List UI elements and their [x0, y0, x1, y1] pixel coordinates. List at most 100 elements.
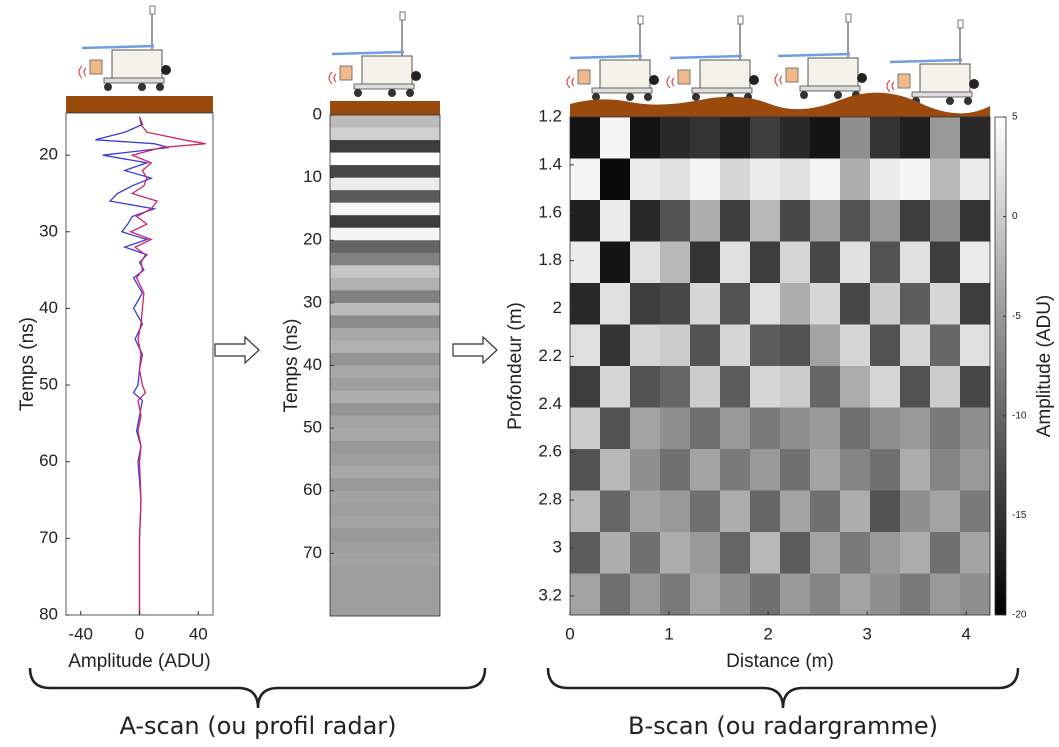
heatmap-cell: [750, 200, 781, 242]
x-tick-label: -40: [68, 624, 93, 643]
heatmap-cell: [780, 532, 811, 574]
heatmap-cell: [600, 407, 631, 450]
trace-stripe: [330, 140, 440, 153]
heatmap-cell: [900, 366, 931, 408]
heatmap-cell: [660, 158, 691, 201]
heatmap-cell: [720, 532, 751, 574]
heatmap-cell: [900, 532, 931, 574]
heatmap-cell: [870, 324, 901, 367]
heatmap-cell: [630, 490, 661, 533]
heatmap-cell: [570, 241, 601, 284]
heatmap-cell: [810, 117, 841, 159]
heatmap-cell: [660, 407, 691, 450]
heatmap-cell: [960, 407, 991, 450]
heatmap-cell: [960, 324, 991, 367]
colorbar-tick-label: -20: [1012, 610, 1027, 621]
y-tick-label: 2.4: [538, 394, 562, 413]
colorbar-tick-label: -15: [1012, 510, 1027, 521]
caption: B-scan (ou radargramme): [628, 712, 938, 740]
heatmap-cell: [960, 449, 991, 491]
heatmap-cell: [900, 490, 931, 533]
heatmap-cell: [660, 283, 691, 325]
heatmap-cell: [690, 158, 721, 201]
heatmap-cell: [750, 407, 781, 450]
heatmap-cell: [600, 324, 631, 367]
heatmap-cell: [930, 158, 961, 201]
heatmap-cell: [810, 158, 841, 201]
trace-stripe: [330, 415, 440, 429]
heatmap-cell: [840, 490, 871, 533]
heatmap-cell: [960, 573, 991, 616]
heatmap-cell: [780, 324, 811, 367]
heatmap-cell: [810, 324, 841, 367]
heatmap-cell: [930, 573, 961, 616]
y-tick-label: 1.6: [538, 202, 562, 221]
y-tick-label: 60: [303, 480, 322, 499]
colorbar-tick-label: -5: [1012, 311, 1021, 322]
heatmap-cell: [810, 532, 841, 574]
heatmap-cell: [870, 200, 901, 242]
x-tick-label: 0: [565, 624, 574, 643]
heatmap-cell: [600, 573, 631, 616]
heatmap-cell: [660, 490, 691, 533]
heatmap-cell: [750, 449, 781, 491]
x-tick-label: 2: [763, 624, 772, 643]
heatmap-cell: [600, 200, 631, 242]
heatmap-cell: [690, 241, 721, 284]
y-tick-label: 3: [553, 537, 562, 556]
y-tick-label: 40: [39, 298, 58, 317]
heatmap-cell: [780, 117, 811, 159]
trace-stripe: [330, 290, 440, 304]
trace-stripe: [330, 215, 440, 229]
heatmap-cell: [630, 449, 661, 491]
heatmap-cell: [600, 241, 631, 284]
heatmap-cell: [750, 490, 781, 533]
heatmap-cell: [660, 200, 691, 242]
trace-stripe: [330, 315, 440, 329]
colorbar-label: Amplitude (ADU): [1034, 295, 1055, 438]
trace-stripe: [330, 565, 440, 579]
trace-stripe: [330, 590, 440, 604]
trace-stripe: [330, 327, 440, 341]
heatmap-cell: [630, 117, 661, 159]
heatmap-cell: [660, 366, 691, 408]
trace-stripe: [330, 428, 440, 441]
heatmap-cell: [720, 366, 751, 408]
trace-stripe: [330, 553, 440, 567]
trace-stripe: [330, 265, 440, 279]
trace-stripe: [330, 440, 440, 454]
heatmap-cell: [870, 407, 901, 450]
heatmap-cell: [720, 573, 751, 616]
trace-stripe: [330, 115, 440, 128]
heatmap-cell: [870, 366, 901, 408]
trace-stripe: [330, 152, 440, 166]
heatmap-cell: [690, 283, 721, 325]
trace-stripe: [330, 340, 440, 354]
heatmap-cell: [810, 366, 841, 408]
heatmap-cell: [840, 158, 871, 201]
heatmap-cell: [630, 573, 661, 616]
heatmap-cell: [570, 573, 601, 616]
heatmap-cell: [660, 532, 691, 574]
heatmap-cell: [900, 158, 931, 201]
y-tick-label: 2.6: [538, 442, 562, 461]
heatmap-cell: [720, 117, 751, 159]
heatmap-cell: [690, 117, 721, 159]
heatmap-cell: [660, 324, 691, 367]
heatmap-cell: [870, 573, 901, 616]
x-tick-label: 3: [862, 624, 871, 643]
y-tick-label: 2: [553, 298, 562, 317]
heatmap-cell: [600, 366, 631, 408]
heatmap-cell: [780, 449, 811, 491]
heatmap-cell: [900, 449, 931, 491]
trace-stripe: [330, 390, 440, 404]
heatmap-cell: [900, 241, 931, 284]
heatmap-cell: [960, 283, 991, 325]
y-tick-label: 1.4: [538, 154, 562, 173]
heatmap-cell: [720, 283, 751, 325]
heatmap-cell: [570, 449, 601, 491]
trace-stripe: [330, 478, 440, 492]
heatmap-cell: [630, 532, 661, 574]
heatmap-cell: [570, 200, 601, 242]
heatmap-cell: [600, 283, 631, 325]
